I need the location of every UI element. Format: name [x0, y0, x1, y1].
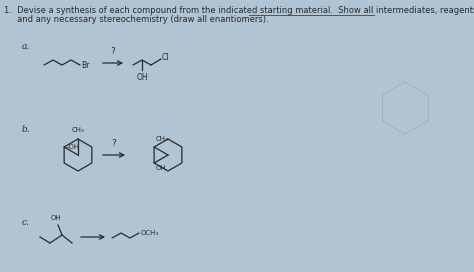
Text: b.: b. [22, 125, 31, 134]
Text: –OH: –OH [66, 144, 80, 150]
Text: OH: OH [155, 165, 166, 171]
Text: OH: OH [51, 215, 61, 221]
Text: ?: ? [111, 139, 117, 148]
Text: CH₃: CH₃ [72, 127, 84, 133]
Text: a.: a. [22, 42, 30, 51]
Text: OH: OH [136, 73, 148, 82]
Text: c.: c. [22, 218, 30, 227]
Text: Br: Br [81, 61, 90, 70]
Text: and any necessary stereochemistry (draw all enantiomers).: and any necessary stereochemistry (draw … [4, 15, 269, 24]
Text: OCH₃: OCH₃ [141, 230, 159, 236]
Text: CH₃: CH₃ [155, 136, 168, 142]
Text: ?: ? [110, 47, 115, 56]
Text: 1.  Devise a synthesis of each compound from the indicated starting material.  S: 1. Devise a synthesis of each compound f… [4, 6, 474, 15]
Text: Cl: Cl [162, 54, 170, 63]
